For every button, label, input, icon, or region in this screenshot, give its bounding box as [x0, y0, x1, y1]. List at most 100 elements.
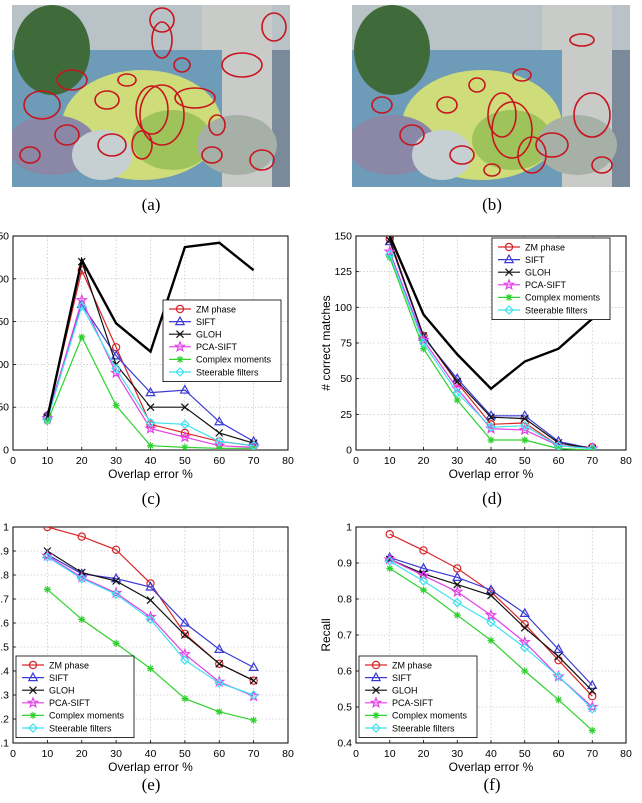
legend-item-sift: SIFT — [169, 315, 216, 327]
series-complex-moments — [43, 585, 258, 724]
x-tick-label: 0 — [10, 455, 16, 467]
x-tick-label: 20 — [76, 455, 88, 467]
caption-f: (f) — [483, 775, 501, 794]
photo-b-art — [352, 5, 630, 187]
y-tick-label: 50 — [0, 231, 9, 243]
y-tick-label: 50 — [0, 402, 9, 414]
legend-box — [15, 655, 135, 738]
data-point-gloh — [487, 591, 495, 600]
x-tick-label: 50 — [179, 748, 191, 760]
data-point-sift — [145, 581, 156, 591]
y-tick-label: 00 — [0, 273, 9, 285]
y-tick-label: .8 — [0, 570, 9, 582]
data-point-steerable-filters — [504, 305, 514, 315]
caption-d: (d) — [482, 489, 502, 508]
series-steerable-filters — [384, 556, 598, 714]
data-point-gloh — [112, 577, 121, 585]
x-tick-label: 70 — [586, 455, 598, 467]
data-point-steerable-filters — [42, 414, 53, 425]
data-point-pca-sift — [369, 696, 383, 709]
legend-item-gloh: GLOH — [22, 686, 75, 696]
legend-item-complex-moments: Complex moments — [22, 711, 125, 721]
feature-ellipse — [399, 124, 425, 146]
data-point-sift — [248, 661, 259, 671]
legend: ZM phase SIFT GLOH PCA-SIFT Complex moments S… — [358, 655, 478, 738]
y-tick-label: 25 — [340, 409, 352, 421]
legend-box — [491, 237, 611, 320]
feature-ellipse — [139, 84, 185, 146]
data-point-steerable-filters — [145, 614, 156, 625]
y-tick-label: .6 — [0, 618, 9, 630]
data-point-zm-phase — [28, 660, 38, 670]
data-point-steerable-filters — [214, 678, 225, 688]
data-point-steerable-filters — [384, 249, 395, 260]
data-point-steerable-filters — [384, 556, 395, 567]
x-tick-label: 20 — [418, 748, 430, 760]
y-tick-label: .5 — [0, 642, 9, 654]
data-point-complex-moments — [181, 695, 189, 703]
x-axis-label: Overlap error % — [108, 760, 193, 774]
series-complex-moments — [386, 253, 596, 450]
data-point-complex-moments — [386, 253, 394, 261]
series-unlabeled — [388, 236, 594, 391]
data-point-complex-moments — [112, 401, 120, 409]
data-point-steerable-filters — [371, 723, 381, 733]
data-point-steerable-filters — [214, 436, 225, 447]
data-point-complex-moments — [215, 444, 223, 450]
legend-item-gloh: GLOH — [498, 268, 551, 278]
feature-ellipse — [19, 146, 41, 164]
x-tick-label: 60 — [553, 748, 565, 760]
y-tick-label: 150 — [334, 231, 352, 243]
data-point-complex-moments — [386, 564, 394, 572]
series-steerable-filters — [384, 249, 598, 450]
x-tick-label: 0 — [353, 748, 359, 760]
legend-item-pca-sift: PCA-SIFT — [365, 696, 434, 709]
data-point-gloh — [215, 659, 224, 668]
legend-item-gloh: GLOH — [169, 330, 222, 340]
data-point-gloh — [453, 377, 462, 386]
legend-label: PCA-SIFT — [392, 698, 434, 708]
feature-ellipse — [56, 69, 88, 91]
series-unlabeled — [46, 241, 255, 418]
data-point-gloh — [505, 268, 513, 277]
feature-ellipse — [249, 149, 275, 171]
data-point-pca-sift — [502, 278, 516, 291]
data-point-steerable-filters — [248, 690, 259, 700]
data-point-pca-sift — [518, 423, 531, 436]
legend-item-steerable-filters: Steerable filters — [169, 367, 259, 377]
legend-item-sift: SIFT — [365, 671, 412, 683]
data-point-pca-sift — [109, 586, 123, 599]
legend-item-sift: SIFT — [22, 671, 69, 683]
data-point-sift — [503, 253, 515, 264]
data-point-complex-moments — [78, 333, 86, 341]
feature-ellipse — [491, 101, 533, 159]
x-tick-label: 40 — [485, 455, 497, 467]
legend-item-pca-sift: PCA-SIFT — [169, 340, 238, 353]
data-point-sift — [214, 416, 225, 426]
data-point-zm-phase — [385, 530, 394, 539]
feature-ellipse — [94, 90, 120, 110]
legend-label: Steerable filters — [525, 305, 588, 315]
data-point-steerable-filters — [486, 422, 496, 433]
x-tick-label: 80 — [282, 748, 294, 760]
y-tick-label: 00 — [0, 359, 9, 371]
feature-ellipse — [517, 136, 547, 174]
legend-label: SIFT — [196, 317, 216, 327]
x-tick-label: 70 — [248, 748, 260, 760]
data-point-sift — [519, 607, 530, 618]
legend: ZM phase SIFT GLOH PCA-SIFT Complex moments S… — [15, 655, 135, 738]
feature-ellipse — [436, 96, 458, 114]
y-tick-label: 50 — [340, 373, 352, 385]
data-point-complex-moments — [372, 711, 380, 719]
series-steerable-filters — [42, 301, 259, 450]
x-tick-label: 80 — [620, 748, 632, 760]
y-tick-label: 0 — [346, 445, 352, 457]
x-tick-label: 0 — [10, 748, 16, 760]
data-point-steerable-filters — [111, 589, 121, 600]
data-point-complex-moments — [181, 443, 189, 450]
data-point-gloh — [215, 428, 224, 437]
y-tick-label: .9 — [0, 546, 9, 558]
y-tick-label: 0.7 — [337, 630, 352, 642]
feature-ellipse — [131, 130, 153, 160]
legend-label: GLOH — [525, 268, 551, 278]
